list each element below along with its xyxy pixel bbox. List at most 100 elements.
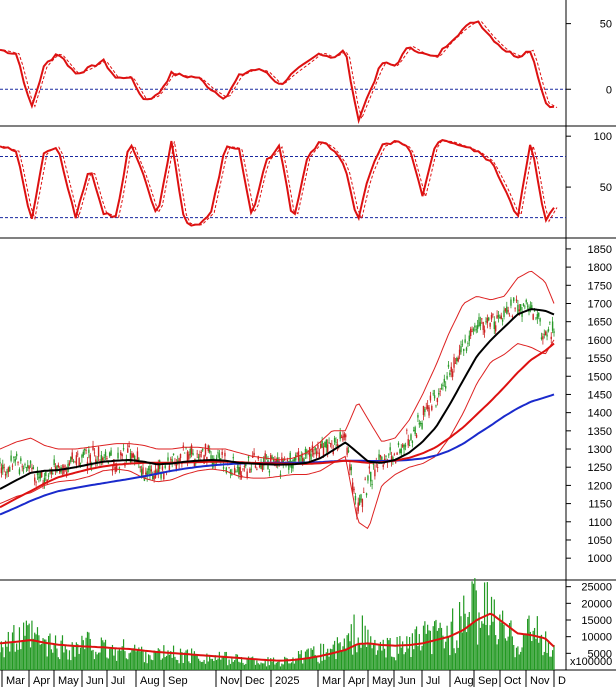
volume-bar [289, 663, 291, 670]
candle-body [238, 467, 240, 475]
volume-bar [218, 651, 220, 670]
volume-bar [284, 656, 286, 670]
candle-body [268, 471, 271, 473]
volume-bar [116, 660, 118, 670]
volume-bar [510, 620, 512, 670]
volume-bar [443, 648, 445, 670]
oscillator-line [0, 139, 555, 227]
volume-bar [117, 650, 119, 670]
candle-body [522, 303, 525, 306]
volume-bar [236, 654, 239, 670]
candle-body [24, 464, 26, 466]
volume-bar [493, 599, 495, 670]
volume-bar [78, 653, 80, 670]
volume-bar [2, 647, 4, 670]
candle-body [153, 475, 155, 480]
candle-body [78, 458, 80, 466]
candle-body [368, 466, 371, 469]
candle-body [82, 451, 85, 457]
candle-body [418, 422, 421, 425]
candle-body [233, 467, 236, 474]
volume-bar [453, 648, 455, 670]
candle-body [385, 456, 387, 457]
volume-bar [42, 638, 44, 670]
candle-body [13, 456, 15, 459]
volume-bar [327, 648, 329, 670]
candle-body [263, 457, 265, 466]
candle-body [279, 474, 282, 477]
volume-bar [66, 649, 68, 670]
volume-bar [332, 644, 334, 670]
volume-bar [124, 651, 126, 670]
volume-bar [193, 651, 195, 670]
volume-bar [402, 641, 404, 670]
volume-bar [281, 663, 283, 670]
candle-body [229, 469, 232, 475]
volume-bar [393, 657, 395, 670]
candle-body [440, 387, 443, 389]
volume-bar [342, 646, 344, 670]
volume-bar [29, 647, 32, 670]
volume-bar [456, 640, 458, 670]
volume-bar [160, 659, 162, 670]
candle-body [299, 458, 301, 464]
candle-body [32, 466, 35, 469]
y-tick-label: 20000 [581, 598, 612, 610]
candle-body [204, 443, 207, 455]
candle-body [370, 471, 372, 482]
candle-body [543, 334, 545, 336]
volume-bar [352, 654, 354, 670]
candle-body [122, 448, 125, 450]
volume-bar [121, 646, 123, 670]
volume-bar [203, 659, 205, 670]
candle-body [478, 317, 480, 327]
volume-bar [486, 582, 488, 670]
volume-bar [545, 631, 547, 670]
y-tick-label: 1700 [588, 298, 612, 310]
candle-body [490, 314, 493, 320]
volume-bar [92, 649, 94, 670]
candle-body [85, 450, 87, 451]
candle-body [127, 448, 129, 453]
volume-bar [238, 661, 240, 670]
volume-bar [232, 661, 234, 670]
candle-body [388, 454, 390, 456]
candle-body [403, 444, 405, 450]
candle-body [220, 458, 222, 461]
volume-bar [34, 632, 36, 670]
month-label: Apr [348, 675, 365, 687]
volume-bar [518, 654, 520, 670]
candle-body [124, 464, 126, 467]
month-label: Mar [322, 675, 341, 687]
volume-bar [531, 640, 533, 670]
candle-body [236, 466, 239, 468]
volume-bar [235, 654, 237, 670]
candle-body [272, 459, 275, 462]
volume-bar [257, 663, 259, 670]
volume-bar [472, 583, 475, 670]
y-tick-label: 10000 [581, 632, 612, 644]
volume-bar [49, 633, 51, 670]
candle-body [72, 460, 75, 462]
candle-body [458, 349, 461, 356]
month-label: May [58, 675, 79, 687]
volume-bar [329, 648, 332, 670]
candle-body [160, 473, 162, 479]
candle-body [97, 447, 100, 457]
volume-bar [415, 626, 418, 670]
volume-bar [521, 647, 523, 670]
candle-body [381, 456, 383, 460]
volume-bar [53, 643, 55, 670]
candle-body [349, 464, 351, 471]
volume-bar [513, 644, 515, 670]
volume-bar [97, 652, 100, 670]
volume-bar [57, 657, 59, 670]
volume-bar [433, 621, 436, 670]
volume-bar [478, 612, 480, 670]
candle-body [186, 451, 189, 462]
volume-bar [504, 638, 507, 670]
volume-bar [335, 659, 337, 670]
volume-bar [460, 616, 462, 670]
volume-bar [32, 638, 34, 670]
volume-bar [511, 636, 513, 670]
